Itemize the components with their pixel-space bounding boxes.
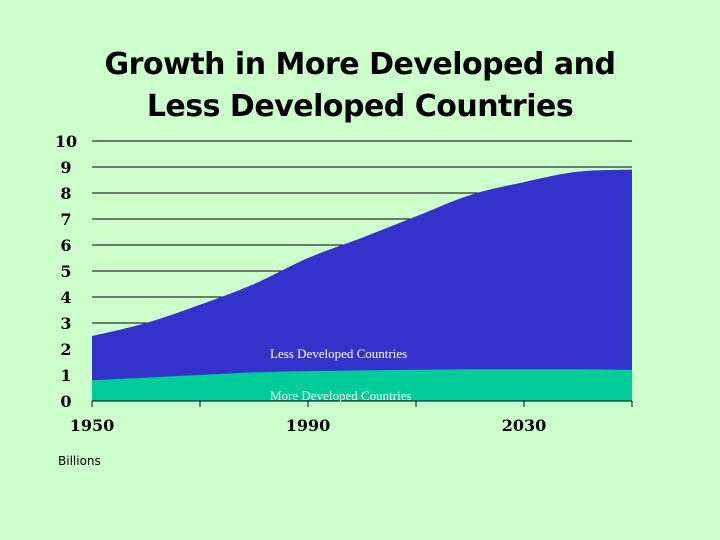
y-tick-label-8: 8 bbox=[60, 184, 71, 203]
area-less-developed bbox=[92, 169, 632, 401]
chart-areas bbox=[92, 169, 632, 401]
y-tick-labels: 0 1 2 3 4 5 6 7 8 9 10 bbox=[55, 132, 77, 411]
y-tick-label-2: 2 bbox=[60, 340, 71, 359]
y-tick-label-10: 10 bbox=[55, 132, 77, 151]
y-axis-unit-label: Billions bbox=[58, 454, 101, 468]
label-more-developed: More Developed Countries bbox=[270, 388, 412, 403]
y-tick-label-6: 6 bbox=[60, 236, 71, 255]
y-tick-label-4: 4 bbox=[60, 288, 71, 307]
x-tick-labels: 1950 1990 2030 bbox=[70, 416, 547, 435]
y-tick-label-7: 7 bbox=[60, 210, 71, 229]
x-tick-label-1950: 1950 bbox=[70, 416, 115, 435]
y-tick-label-9: 9 bbox=[60, 158, 71, 177]
y-tick-label-0: 0 bbox=[60, 392, 71, 411]
y-tick-label-3: 3 bbox=[60, 314, 71, 333]
x-ticks bbox=[91, 401, 633, 407]
y-tick-label-5: 5 bbox=[60, 262, 71, 281]
y-tick-label-1: 1 bbox=[60, 366, 71, 385]
chart-title-line-2: Less Developed Countries bbox=[146, 89, 574, 124]
x-tick-label-1990: 1990 bbox=[286, 416, 331, 435]
area-more-developed bbox=[92, 369, 632, 401]
chart-title: Growth in More Developed and Less Develo… bbox=[60, 44, 660, 128]
label-less-developed: Less Developed Countries bbox=[270, 346, 407, 361]
x-tick-label-2030: 2030 bbox=[502, 416, 547, 435]
chart-title-line-1: Growth in More Developed and bbox=[104, 47, 616, 82]
